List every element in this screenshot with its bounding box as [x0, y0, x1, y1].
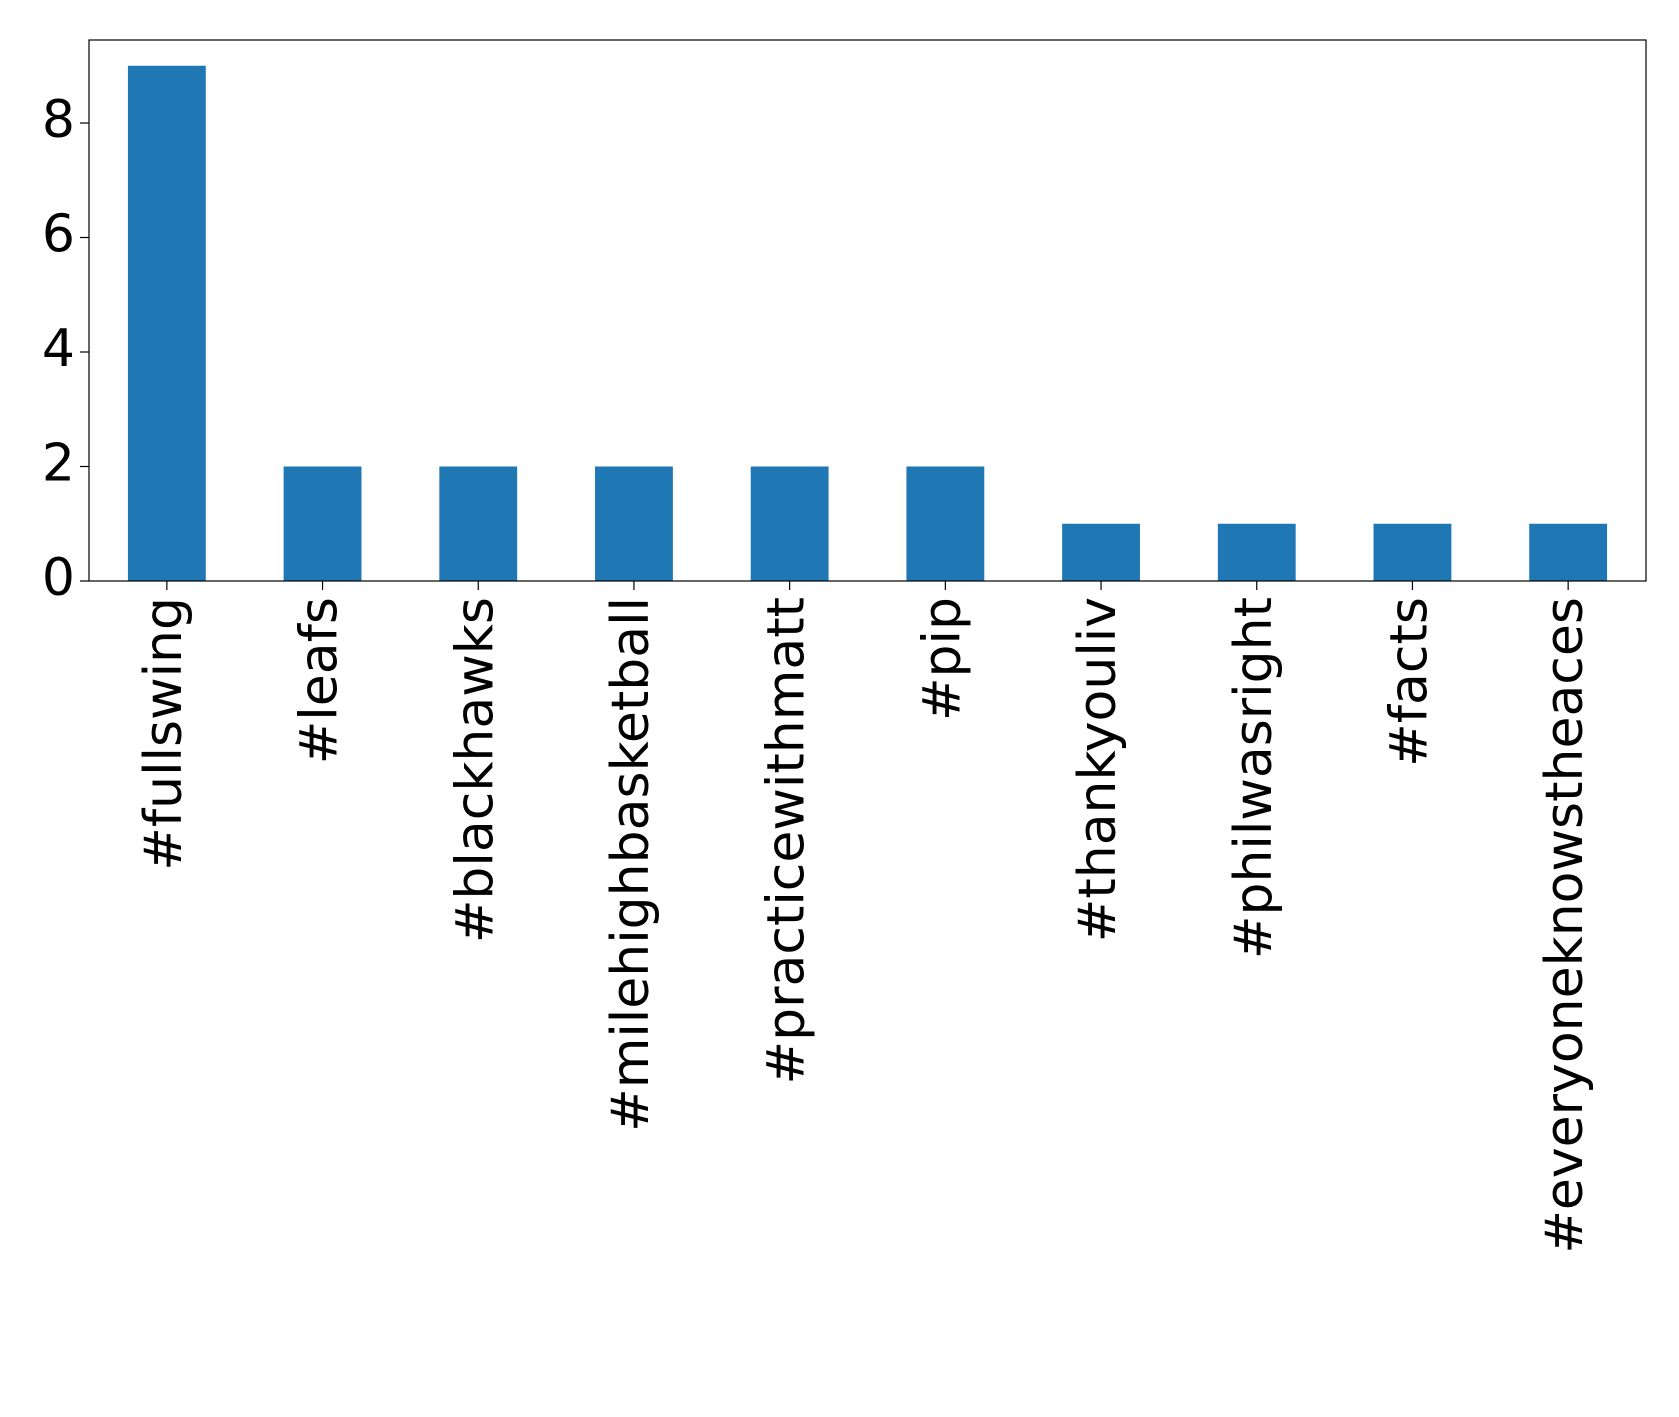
- x-tick-label: #facts: [1379, 597, 1439, 767]
- bar: [1217, 523, 1296, 581]
- bar: [127, 65, 206, 581]
- x-tick-label: #milehighbasketball: [601, 597, 661, 1132]
- x-tick-label: #thankyouliv: [1068, 597, 1128, 942]
- x-tick-label: #pip: [912, 597, 972, 721]
- x-tick-label: #philwasright: [1224, 597, 1284, 959]
- y-tick-label: 0: [42, 548, 75, 608]
- x-tick-label: #fullswing: [134, 597, 194, 871]
- y-tick-label: 6: [42, 205, 75, 265]
- x-tick-label: #everyoneknowstheaces: [1535, 597, 1595, 1254]
- bar: [1373, 523, 1452, 581]
- bar: [439, 466, 518, 581]
- y-tick-label: 2: [42, 434, 75, 494]
- plot-frame: [88, 39, 1647, 582]
- y-tick-label: 8: [42, 90, 75, 150]
- bar: [1529, 523, 1608, 581]
- bar: [750, 466, 829, 581]
- bar: [595, 466, 673, 581]
- bar: [1062, 523, 1140, 581]
- x-tick-label: #blackhawks: [445, 597, 505, 943]
- x-tick-label: #practicewithmatt: [757, 597, 817, 1084]
- bar: [283, 466, 362, 581]
- y-tick-label: 4: [42, 319, 75, 379]
- bar: [906, 466, 985, 581]
- x-tick-label: #leafs: [290, 597, 350, 764]
